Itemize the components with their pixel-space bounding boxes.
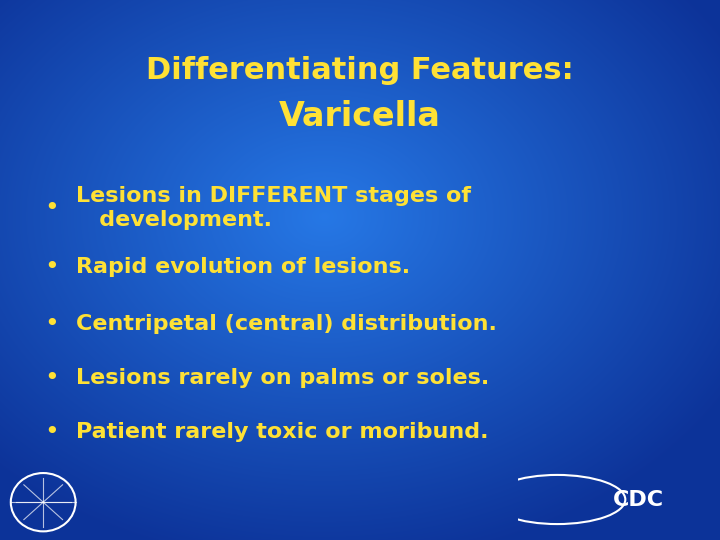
Text: •: •: [45, 420, 59, 444]
Text: Lesions rarely on palms or soles.: Lesions rarely on palms or soles.: [76, 368, 489, 388]
Text: Rapid evolution of lesions.: Rapid evolution of lesions.: [76, 257, 410, 278]
Text: Varicella: Varicella: [279, 99, 441, 133]
Text: •: •: [45, 196, 59, 220]
Text: •: •: [45, 366, 59, 390]
Text: Differentiating Features:: Differentiating Features:: [146, 56, 574, 85]
Text: Centripetal (central) distribution.: Centripetal (central) distribution.: [76, 314, 497, 334]
Text: •: •: [45, 255, 59, 279]
Text: Lesions in DIFFERENT stages of
   development.: Lesions in DIFFERENT stages of developme…: [76, 186, 471, 230]
Text: Patient rarely toxic or moribund.: Patient rarely toxic or moribund.: [76, 422, 488, 442]
Text: •: •: [45, 312, 59, 336]
Text: CDC: CDC: [613, 489, 665, 510]
